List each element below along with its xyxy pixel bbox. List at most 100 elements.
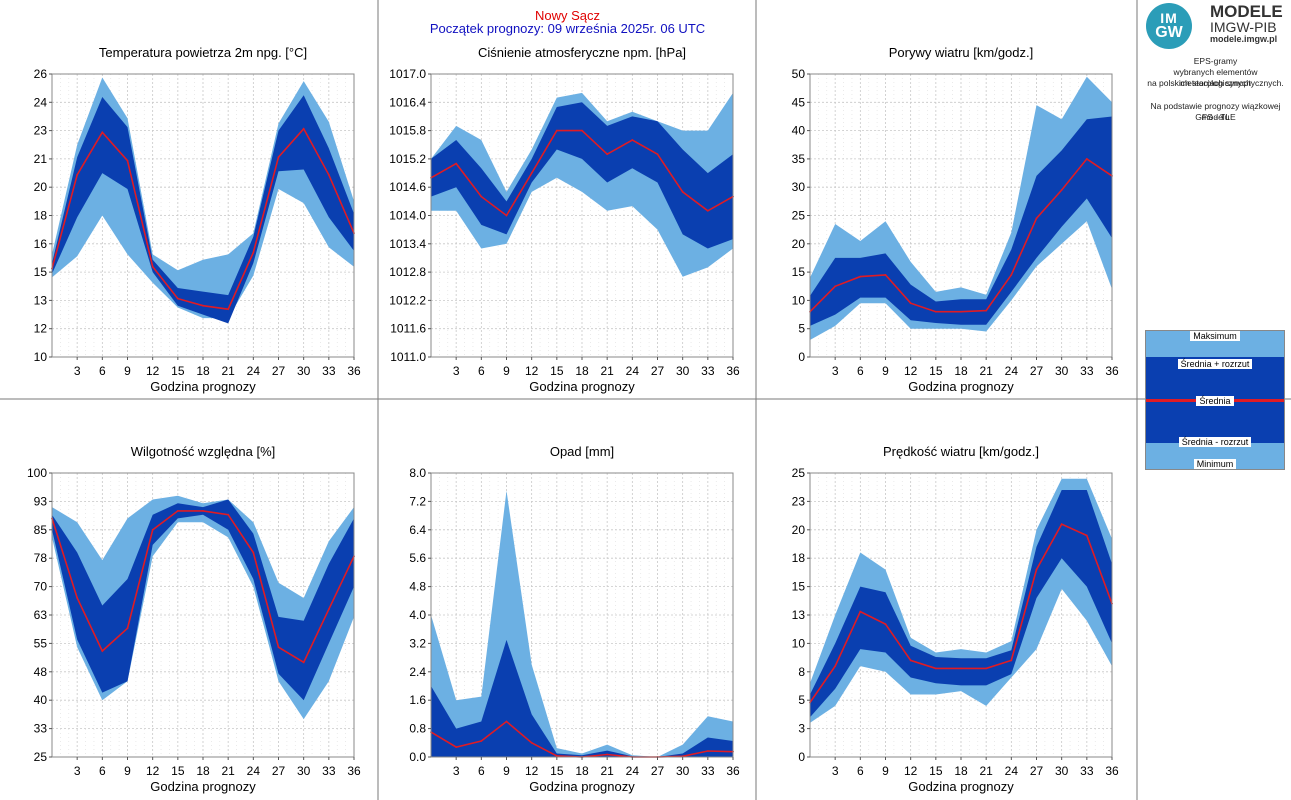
x-tick-label: 36 — [347, 764, 361, 778]
x-tick-label: 24 — [626, 364, 640, 378]
y-tick-label: 55 — [34, 636, 48, 650]
mean-point — [151, 528, 154, 531]
x-tick-label: 12 — [146, 364, 160, 378]
x-tick-label: 27 — [651, 764, 665, 778]
y-tick-label: 25 — [34, 750, 48, 764]
mean-point — [176, 509, 179, 512]
y-tick-label: 70 — [34, 580, 48, 594]
mean-point — [884, 623, 887, 625]
x-tick-label: 15 — [929, 364, 943, 378]
x-tick-label: 15 — [171, 364, 185, 378]
x-tick-label: 9 — [503, 364, 510, 378]
mean-point — [555, 129, 558, 132]
mean-point — [859, 610, 862, 613]
y-tick-label: 12 — [34, 322, 48, 336]
x-tick-label: 27 — [1030, 364, 1044, 378]
logo-mark-top: IM — [1160, 10, 1178, 26]
mean-point — [631, 139, 634, 141]
y-tick-label: 18 — [34, 209, 48, 223]
legend-label-mean: Średnia — [1146, 396, 1284, 406]
mean-point — [277, 646, 280, 649]
x-axis-label: Godzina prognozy — [908, 779, 1014, 794]
mean-point — [76, 173, 79, 176]
y-tick-label: 1012.8 — [389, 265, 426, 279]
mean-point — [252, 551, 255, 554]
x-tick-label: 27 — [651, 364, 665, 378]
y-tick-label: 33 — [34, 722, 48, 736]
x-tick-label: 6 — [857, 764, 864, 778]
info-line1: EPS-gramy — [1193, 56, 1238, 66]
x-tick-label: 24 — [1005, 364, 1019, 378]
y-tick-label: 4.8 — [409, 580, 426, 594]
y-tick-label: 20 — [792, 237, 806, 251]
mean-point — [909, 302, 912, 305]
mean-point — [555, 755, 558, 757]
mean-point — [909, 659, 912, 662]
x-tick-label: 30 — [676, 364, 690, 378]
x-axis-label: Godzina prognozy — [529, 779, 635, 794]
chart-title: Opad [mm] — [550, 444, 614, 459]
x-tick-label: 21 — [221, 364, 235, 378]
x-tick-label: 24 — [626, 764, 640, 778]
x-tick-label: 21 — [600, 764, 614, 778]
x-tick-label: 33 — [1080, 364, 1094, 378]
y-tick-label: 1013.4 — [389, 237, 426, 251]
legend-label-mean-minus: Średnia - rozrzut — [1146, 437, 1284, 447]
x-axis-label: Godzina prognozy — [150, 379, 256, 394]
x-tick-label: 15 — [929, 764, 943, 778]
mean-point — [1010, 274, 1013, 276]
mean-point — [834, 285, 837, 288]
y-tick-label: 20 — [792, 523, 806, 537]
imgw-logo[interactable]: IM GW MODELE IMGW-PIB modele.imgw.pl — [1140, 0, 1291, 50]
y-tick-label: 63 — [34, 608, 48, 622]
x-tick-label: 36 — [726, 364, 740, 378]
x-tick-label: 21 — [221, 764, 235, 778]
legend-label-mean-plus: Średnia + rozrzut — [1146, 359, 1284, 369]
mean-point — [960, 310, 962, 313]
y-tick-label: 48 — [34, 665, 48, 679]
y-tick-label: 1.6 — [409, 693, 426, 707]
mean-point — [151, 265, 154, 268]
y-tick-label: 13 — [792, 608, 806, 622]
legend-label-max: Maksimum — [1146, 331, 1284, 341]
y-tick-label: 1014.6 — [389, 180, 426, 194]
x-tick-label: 6 — [857, 364, 864, 378]
x-tick-label: 3 — [74, 764, 81, 778]
x-tick-label: 9 — [882, 764, 889, 778]
mean-point — [1035, 217, 1038, 220]
x-tick-label: 24 — [1005, 764, 1019, 778]
mean-point — [706, 750, 709, 752]
x-tick-label: 18 — [575, 364, 589, 378]
y-tick-label: 3 — [798, 722, 805, 736]
mean-point — [455, 162, 458, 165]
mean-point — [505, 720, 508, 723]
brand-line2: IMGW-PIB — [1210, 19, 1277, 35]
brand-line1: MODELE — [1210, 2, 1283, 21]
spread-band — [431, 639, 733, 757]
y-tick-label: 0.0 — [409, 750, 426, 764]
x-tick-label: 27 — [272, 364, 286, 378]
y-tick-label: 5 — [798, 322, 805, 336]
x-tick-label: 27 — [272, 764, 286, 778]
x-axis-label: Godzina prognozy — [150, 779, 256, 794]
y-tick-label: 93 — [34, 494, 48, 508]
y-tick-label: 20 — [34, 180, 48, 194]
mean-point — [1085, 158, 1088, 160]
mean-point — [505, 214, 508, 217]
y-tick-label: 15 — [792, 580, 806, 594]
spread-band — [810, 116, 1112, 326]
y-tick-label: 1011.6 — [390, 322, 426, 336]
mean-point — [101, 650, 104, 652]
mean-point — [227, 513, 230, 516]
brand-url[interactable]: modele.imgw.pl — [1210, 34, 1278, 44]
x-tick-label: 24 — [247, 364, 261, 378]
x-tick-label: 30 — [297, 764, 311, 778]
spread-band — [810, 490, 1112, 718]
x-tick-label: 33 — [701, 764, 715, 778]
